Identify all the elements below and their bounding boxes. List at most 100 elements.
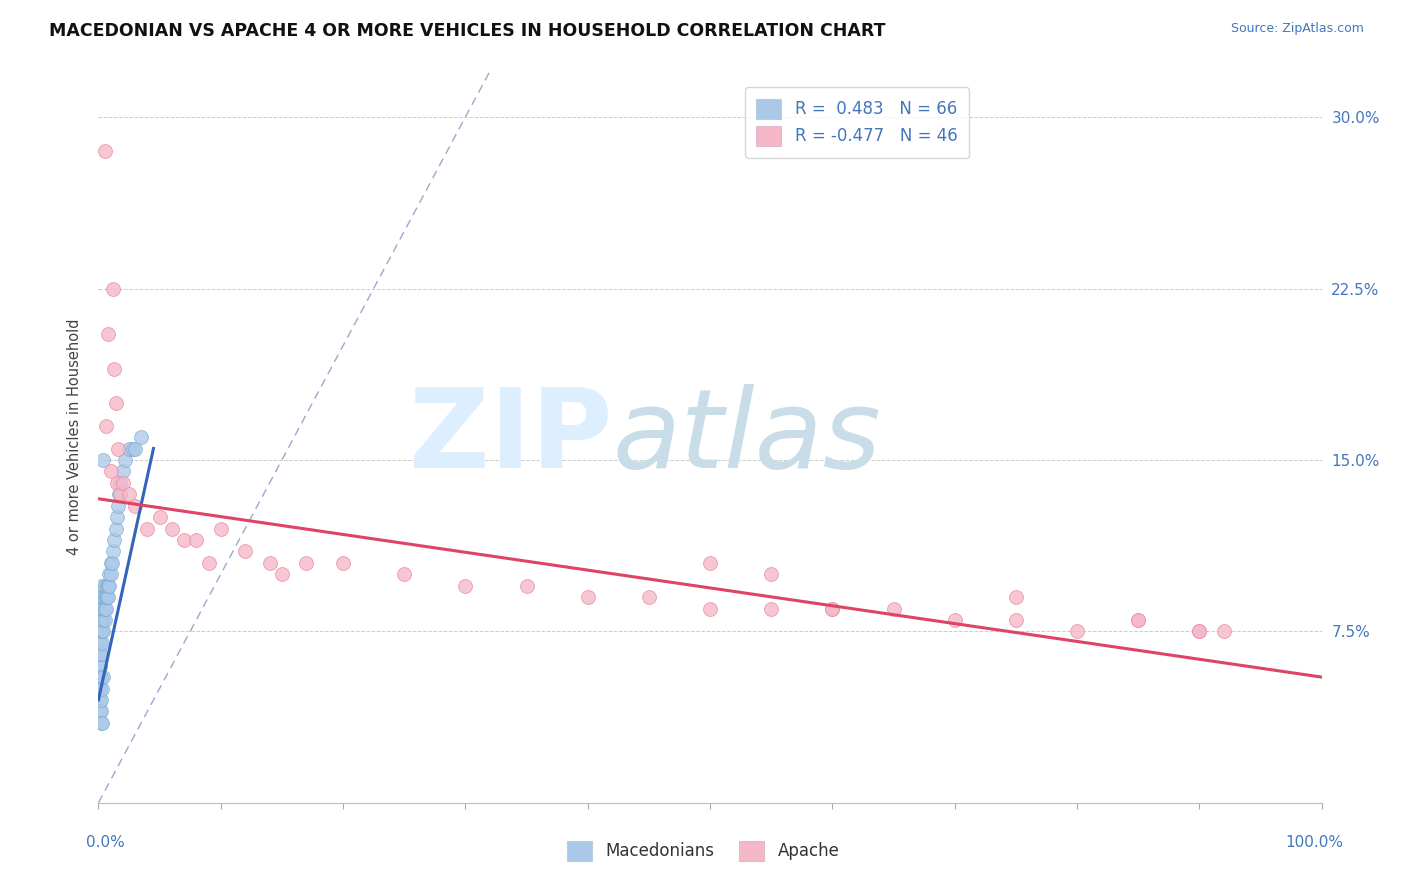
Point bbox=[100, 556, 122, 570]
Point bbox=[121, 442, 143, 456]
Point bbox=[107, 499, 129, 513]
Point bbox=[91, 670, 114, 684]
Point bbox=[89, 613, 111, 627]
Point bbox=[105, 510, 128, 524]
Point bbox=[110, 487, 132, 501]
Point bbox=[91, 624, 114, 639]
Point bbox=[1212, 624, 1234, 639]
Point bbox=[515, 579, 537, 593]
Point bbox=[943, 613, 966, 627]
Point bbox=[89, 647, 111, 661]
Point bbox=[89, 705, 111, 719]
Point bbox=[111, 475, 134, 490]
Point bbox=[93, 601, 115, 615]
Point bbox=[89, 624, 111, 639]
Point bbox=[699, 556, 721, 570]
Point bbox=[94, 601, 117, 615]
Point bbox=[107, 442, 129, 456]
Point bbox=[1066, 624, 1088, 639]
Point bbox=[97, 579, 120, 593]
Point bbox=[118, 487, 141, 501]
Point bbox=[1004, 613, 1026, 627]
Point bbox=[93, 590, 115, 604]
Point bbox=[90, 613, 112, 627]
Point bbox=[101, 556, 124, 570]
Point bbox=[89, 681, 111, 696]
Point bbox=[233, 544, 256, 558]
Point bbox=[124, 442, 146, 456]
Point bbox=[108, 487, 131, 501]
Point bbox=[197, 556, 219, 570]
Point bbox=[259, 556, 281, 570]
Point bbox=[89, 636, 111, 650]
Point bbox=[93, 613, 115, 627]
Point bbox=[149, 510, 172, 524]
Point bbox=[90, 590, 112, 604]
Y-axis label: 4 or more Vehicles in Household: 4 or more Vehicles in Household bbox=[67, 318, 83, 556]
Point bbox=[1188, 624, 1211, 639]
Point bbox=[1188, 624, 1211, 639]
Point bbox=[91, 613, 114, 627]
Point bbox=[89, 601, 111, 615]
Point bbox=[101, 281, 124, 295]
Point bbox=[90, 647, 112, 661]
Point bbox=[160, 521, 183, 535]
Point bbox=[98, 579, 121, 593]
Point bbox=[821, 601, 844, 615]
Point bbox=[1004, 590, 1026, 604]
Point bbox=[576, 590, 599, 604]
Point bbox=[91, 636, 114, 650]
Point bbox=[96, 590, 118, 604]
Point bbox=[392, 567, 416, 582]
Point bbox=[93, 145, 115, 159]
Point bbox=[103, 533, 125, 547]
Point bbox=[761, 567, 783, 582]
Point bbox=[89, 693, 111, 707]
Point bbox=[97, 327, 120, 342]
Point bbox=[103, 361, 125, 376]
Point bbox=[100, 464, 122, 478]
Point bbox=[91, 613, 114, 627]
Point bbox=[91, 590, 114, 604]
Point bbox=[89, 670, 111, 684]
Point bbox=[90, 624, 112, 639]
Point bbox=[118, 442, 141, 456]
Point bbox=[129, 430, 152, 444]
Point bbox=[100, 567, 122, 582]
Legend: R =  0.483   N = 66, R = -0.477   N = 46: R = 0.483 N = 66, R = -0.477 N = 46 bbox=[745, 87, 969, 158]
Point bbox=[90, 579, 112, 593]
Point bbox=[89, 658, 111, 673]
Point bbox=[94, 418, 117, 433]
Point bbox=[270, 567, 294, 582]
Point bbox=[101, 544, 124, 558]
Point bbox=[91, 715, 114, 730]
Point bbox=[90, 670, 112, 684]
Point bbox=[90, 601, 112, 615]
Point bbox=[124, 499, 146, 513]
Point bbox=[89, 647, 111, 661]
Point bbox=[638, 590, 661, 604]
Text: 100.0%: 100.0% bbox=[1285, 836, 1344, 850]
Point bbox=[332, 556, 354, 570]
Point bbox=[96, 579, 118, 593]
Point bbox=[105, 475, 128, 490]
Point bbox=[89, 636, 111, 650]
Point bbox=[97, 590, 120, 604]
Text: 0.0%: 0.0% bbox=[86, 836, 125, 850]
Text: ZIP: ZIP bbox=[409, 384, 612, 491]
Legend: Macedonians, Apache: Macedonians, Apache bbox=[560, 834, 846, 868]
Point bbox=[90, 693, 112, 707]
Point bbox=[1128, 613, 1150, 627]
Point bbox=[104, 521, 127, 535]
Point bbox=[883, 601, 905, 615]
Point bbox=[93, 579, 115, 593]
Point bbox=[91, 681, 114, 696]
Point bbox=[110, 475, 132, 490]
Point bbox=[91, 601, 114, 615]
Point bbox=[114, 453, 136, 467]
Point bbox=[91, 590, 114, 604]
Point bbox=[91, 624, 114, 639]
Point bbox=[91, 601, 114, 615]
Point bbox=[761, 601, 783, 615]
Point bbox=[454, 579, 477, 593]
